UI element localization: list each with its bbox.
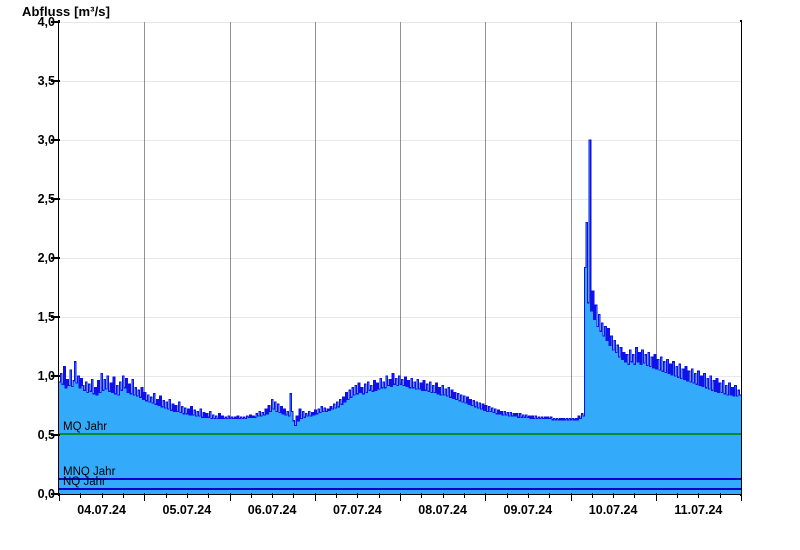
y-tick-label: 2,5 — [37, 192, 55, 206]
reference-label-mq-jahr: MQ Jahr — [63, 420, 108, 433]
gridline-x — [144, 22, 146, 494]
plot-area: MQ Jahr MNQ Jahr NQ Jahr — [59, 22, 741, 494]
y-tick-label: 0,5 — [37, 428, 55, 442]
x-tick-minor — [613, 493, 615, 498]
x-tick-minor — [250, 493, 252, 498]
x-tick-minor — [421, 493, 423, 498]
x-tick-label: 08.07.24 — [418, 503, 467, 517]
x-tick-minor — [357, 493, 359, 498]
x-tick-minor — [527, 493, 529, 498]
x-tick-major — [59, 493, 60, 501]
x-tick-minor — [272, 493, 274, 498]
x-tick-major — [314, 493, 316, 501]
y-tick-label: 4,0 — [37, 15, 55, 29]
x-tick-major — [229, 493, 231, 501]
x-tick-minor — [208, 493, 210, 498]
y-tick-mark — [51, 257, 60, 259]
x-tick-minor — [549, 493, 551, 498]
x-tick-minor — [698, 493, 700, 498]
x-tick-minor — [677, 493, 679, 498]
x-tick-major — [400, 493, 401, 501]
y-tick-mark — [51, 80, 60, 82]
y-tick-label: 2,0 — [37, 251, 55, 265]
discharge-series — [59, 139, 741, 494]
reference-line-nq-jahr — [59, 487, 741, 490]
x-tick-minor — [293, 493, 295, 498]
gridline-x — [229, 22, 231, 494]
reference-line-mq-jahr — [59, 432, 741, 435]
x-tick-major — [570, 493, 572, 501]
x-tick-label: 09.07.24 — [503, 503, 553, 517]
chart-title: Abfluss [m³/s] — [22, 4, 111, 19]
y-tick-mark — [51, 198, 60, 200]
x-tick-minor — [463, 493, 465, 498]
x-tick-minor — [336, 493, 338, 498]
x-tick-minor — [634, 493, 636, 498]
y-tick-mark — [51, 139, 60, 141]
x-tick-minor — [165, 493, 167, 498]
x-tick-minor — [442, 493, 444, 498]
y-tick-mark — [51, 21, 60, 23]
x-tick-minor — [719, 493, 721, 498]
x-tick-label: 11.07.24 — [674, 503, 723, 517]
x-tick-major — [655, 493, 657, 501]
y-tick-label: 0,0 — [37, 487, 55, 501]
y-tick-label: 1,0 — [37, 369, 55, 383]
y-tick-label: 1,5 — [37, 310, 55, 324]
y-tick-mark — [51, 493, 60, 495]
y-tick-mark — [51, 434, 60, 436]
x-tick-major — [741, 493, 742, 501]
discharge-outline — [59, 139, 741, 427]
x-tick-major — [144, 493, 146, 501]
x-tick-major — [485, 493, 487, 501]
x-tick-minor — [186, 493, 188, 498]
x-tick-minor — [506, 493, 508, 498]
gridline-x — [655, 22, 657, 494]
x-tick-label: 07.07.24 — [333, 503, 382, 517]
y-tick-label: 3,5 — [37, 74, 55, 88]
x-tick-minor — [122, 493, 124, 498]
x-tick-minor — [101, 493, 103, 498]
y-tick-mark — [51, 375, 60, 377]
x-tick-label: 06.07.24 — [247, 503, 297, 517]
reference-label-mnq-jahr: MNQ Jahr — [63, 466, 116, 479]
x-tick-label: 10.07.24 — [588, 503, 638, 517]
y-tick-label: 3,0 — [37, 133, 55, 147]
reference-label-nq-jahr: NQ Jahr — [63, 475, 106, 488]
x-tick-minor — [591, 493, 593, 498]
gridline-x — [400, 22, 401, 494]
y-tick-mark — [51, 316, 60, 318]
x-tick-label: 04.07.24 — [77, 503, 126, 517]
x-tick-minor — [80, 493, 82, 498]
reference-line-mnq-jahr — [59, 478, 741, 481]
gridline-x — [570, 22, 572, 494]
plot-right-border — [740, 20, 742, 496]
discharge-area-fill — [59, 140, 741, 494]
x-tick-label: 05.07.24 — [162, 503, 212, 517]
x-tick-minor — [378, 493, 380, 498]
gridline-x — [485, 22, 487, 494]
gridline-x — [314, 22, 316, 494]
